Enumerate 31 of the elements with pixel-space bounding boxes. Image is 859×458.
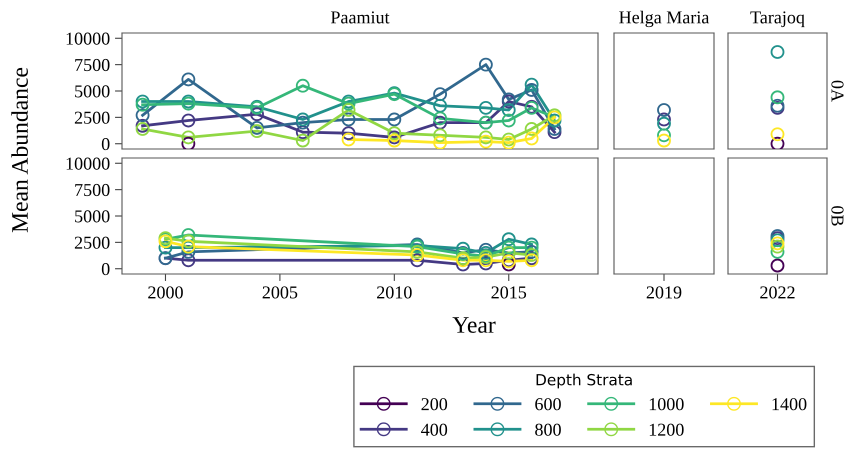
legend-label: 800 [535,424,561,436]
y-tick-label: 7500 [75,184,110,196]
legend-label: 1400 [772,398,806,410]
legend-label: 600 [535,398,561,410]
x-axis-title: Year [452,317,496,333]
text: 0B [831,206,844,226]
x-tick-label: 2022 [760,286,795,299]
y-tick-label: 2500 [74,236,110,249]
x-tick-label: 2005 [262,286,298,299]
y-tick-label: 2500 [74,112,110,124]
legend-label: 400 [421,424,448,436]
chart-title: Helga Maria [619,10,710,28]
y-tick-label: 5000 [75,210,110,222]
y-tick-label: 7500 [75,58,110,72]
y-tick-label: 10000 [66,158,110,170]
y-tick-label: 0 [102,138,110,150]
legend-title: Depth Strata [536,374,632,388]
y-tick-label: 5000 [75,85,110,98]
y-tick-label: 0 [102,262,110,276]
x-tick-label: 2000 [148,286,183,299]
text: 0A [831,80,844,102]
chart-title: Tarajoq [750,11,805,28]
legend-label: 1200 [650,424,684,436]
x-tick-label: 2015 [491,286,526,299]
legend-label: 200 [422,398,448,410]
x-tick-label: 2010 [377,286,412,299]
y-tick-label: 10000 [66,32,110,45]
x-tick-label: 2019 [646,286,682,299]
legend-label: 1000 [650,398,684,410]
y-axis-title: Mean Abundance [11,68,28,232]
chart-title: Paamiut [330,11,390,24]
